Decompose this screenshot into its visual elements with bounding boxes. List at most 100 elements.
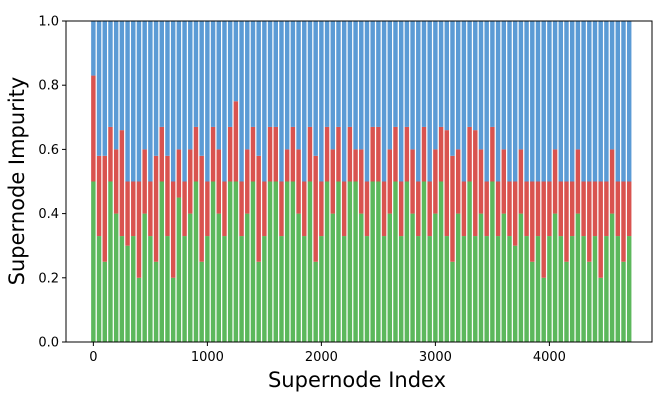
bar-red-33 [279, 181, 284, 237]
bar-green-62 [444, 236, 450, 342]
bar-blue-46 [353, 21, 358, 150]
bar-blue-66 [467, 21, 472, 127]
bar-blue-65 [461, 21, 467, 182]
bar-blue-70 [490, 21, 495, 127]
bar-blue-55 [404, 21, 410, 127]
bar-blue-34 [284, 21, 290, 150]
bar-green-23 [222, 236, 227, 342]
bar-green-26 [239, 236, 244, 342]
bar-blue-38 [307, 21, 313, 127]
bar-blue-21 [210, 21, 216, 127]
bar-green-8 [136, 277, 142, 342]
bar-red-15 [176, 149, 182, 198]
bar-blue-25 [233, 21, 239, 102]
bar-green-12 [159, 181, 164, 342]
bar-green-36 [296, 213, 301, 342]
bar-green-53 [393, 181, 398, 342]
bar-blue-90 [604, 21, 609, 182]
bar-blue-0 [91, 21, 96, 76]
bar-blue-78 [535, 21, 541, 182]
bar-red-85 [575, 149, 581, 214]
bar-red-25 [233, 101, 239, 182]
x-axis-title: Supernode Index [268, 368, 446, 392]
bar-blue-89 [598, 21, 603, 182]
bar-blue-77 [530, 21, 535, 182]
bar-blue-5 [119, 21, 125, 131]
bar-blue-47 [359, 21, 364, 150]
y-tick-label: 0.2 [38, 271, 59, 286]
bar-blue-12 [159, 21, 164, 127]
bar-blue-36 [296, 21, 301, 150]
bar-red-19 [199, 155, 204, 262]
bar-green-72 [501, 213, 507, 342]
bar-red-86 [581, 181, 586, 237]
bar-red-27 [245, 149, 250, 214]
bar-blue-84 [569, 21, 575, 182]
bar-red-78 [535, 181, 541, 237]
bar-green-43 [336, 181, 341, 342]
bar-blue-45 [347, 21, 353, 127]
bar-green-31 [267, 181, 273, 342]
bar-red-37 [302, 181, 307, 237]
y-axis-title: Supernode Impurity [5, 77, 29, 286]
bar-red-88 [592, 181, 598, 237]
bar-green-68 [478, 213, 484, 342]
bar-green-55 [404, 181, 410, 342]
bar-blue-94 [626, 21, 632, 182]
bar-green-46 [353, 181, 358, 342]
bar-green-34 [284, 181, 290, 342]
bar-green-0 [91, 181, 96, 342]
bar-red-36 [296, 149, 301, 214]
bar-blue-74 [512, 21, 518, 182]
bar-red-42 [330, 149, 336, 214]
y-tick-label: 0.4 [38, 207, 59, 222]
bar-green-66 [467, 181, 472, 342]
bar-red-48 [364, 181, 370, 237]
x-tick-label: 0 [89, 350, 97, 365]
bar-green-71 [495, 236, 501, 342]
bar-blue-85 [575, 21, 581, 150]
bar-red-45 [347, 126, 353, 182]
bar-green-79 [541, 277, 546, 342]
bar-blue-24 [227, 21, 233, 127]
bar-green-29 [256, 261, 261, 342]
bar-blue-3 [108, 21, 113, 127]
bar-green-87 [587, 261, 592, 342]
bar-green-28 [250, 181, 256, 342]
bar-green-88 [592, 236, 598, 342]
bar-blue-4 [113, 21, 119, 150]
bar-blue-44 [341, 21, 347, 182]
bar-red-32 [273, 126, 278, 182]
bar-green-86 [581, 236, 586, 342]
bar-green-2 [102, 261, 107, 342]
bar-blue-11 [153, 21, 159, 156]
bar-red-34 [284, 149, 290, 182]
bar-red-69 [484, 181, 489, 237]
y-tick-label: 0.8 [38, 79, 59, 94]
x-tick-label: 1000 [191, 350, 224, 365]
bar-green-54 [398, 236, 404, 342]
bar-green-11 [153, 261, 159, 342]
bar-green-22 [216, 213, 221, 342]
bar-green-90 [604, 236, 609, 342]
bar-series-group [91, 21, 632, 342]
bar-blue-57 [416, 21, 421, 182]
bar-green-38 [307, 181, 313, 342]
bar-red-4 [113, 149, 119, 214]
bar-red-89 [598, 181, 603, 278]
bar-green-4 [113, 213, 119, 342]
bar-red-84 [569, 181, 575, 237]
bar-green-33 [279, 236, 284, 342]
bar-green-75 [518, 213, 524, 342]
bar-red-68 [478, 149, 484, 214]
bar-red-46 [353, 149, 358, 182]
bar-red-28 [250, 126, 256, 182]
bar-red-72 [501, 149, 507, 214]
x-tick-label: 3000 [419, 350, 452, 365]
bar-red-90 [604, 181, 609, 237]
bar-blue-26 [239, 21, 244, 182]
bar-red-18 [193, 126, 199, 182]
bar-green-74 [512, 245, 518, 342]
bar-blue-67 [473, 21, 478, 131]
